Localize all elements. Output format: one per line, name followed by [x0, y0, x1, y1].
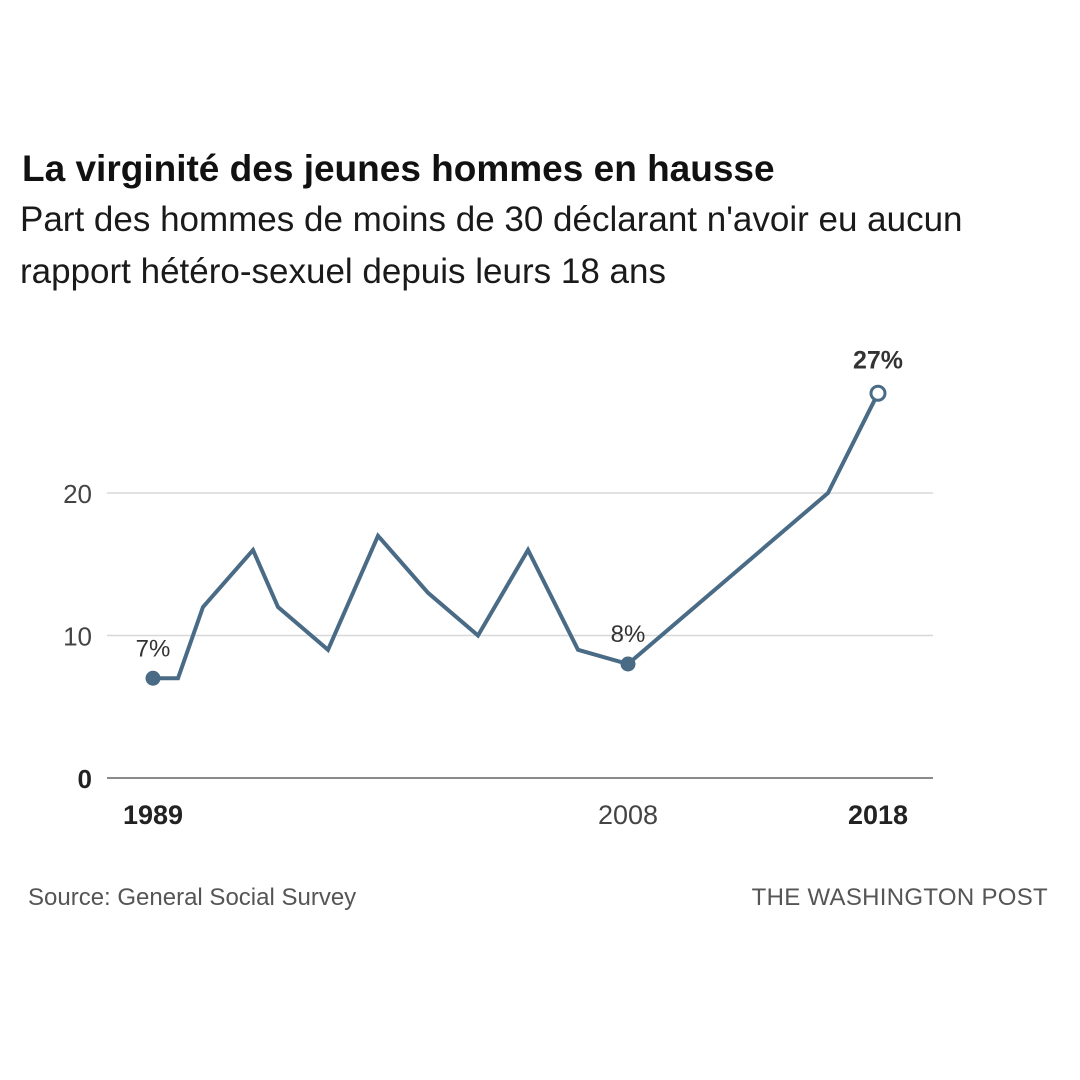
x-tick-label: 2008	[598, 800, 658, 830]
chart-subtitle: Part des hommes de moins de 30 déclarant…	[20, 194, 1080, 298]
markers: 7% 8% 27%	[136, 346, 903, 686]
x-tick-label: 1989	[123, 800, 183, 830]
data-point-marker	[620, 656, 636, 672]
y-tick-label: 0	[78, 764, 92, 794]
data-point-marker	[869, 384, 887, 402]
y-axis-ticks: 0 10 20	[63, 479, 92, 794]
x-tick-label: 2018	[848, 800, 908, 830]
data-label: 27%	[853, 346, 903, 374]
subtitle-line-2: rapport hétéro-sexuel depuis leurs 18 an…	[20, 252, 666, 291]
y-tick-label: 20	[63, 479, 92, 509]
publisher-credit: THE WASHINGTON POST	[751, 884, 1048, 911]
gridlines	[107, 492, 933, 779]
data-label: 8%	[611, 621, 646, 648]
y-tick-label: 10	[63, 622, 92, 652]
data-label: 7%	[136, 635, 171, 662]
chart-title: La virginité des jeunes hommes en hausse	[22, 148, 775, 189]
series-layer	[153, 392, 880, 681]
series-line	[153, 392, 880, 681]
source-note: Source: General Social Survey	[28, 884, 357, 911]
data-point-marker	[145, 670, 161, 686]
x-axis-ticks: 1989 2008 2018	[123, 800, 908, 830]
subtitle-line-1: Part des hommes de moins de 30 déclarant…	[20, 200, 963, 239]
